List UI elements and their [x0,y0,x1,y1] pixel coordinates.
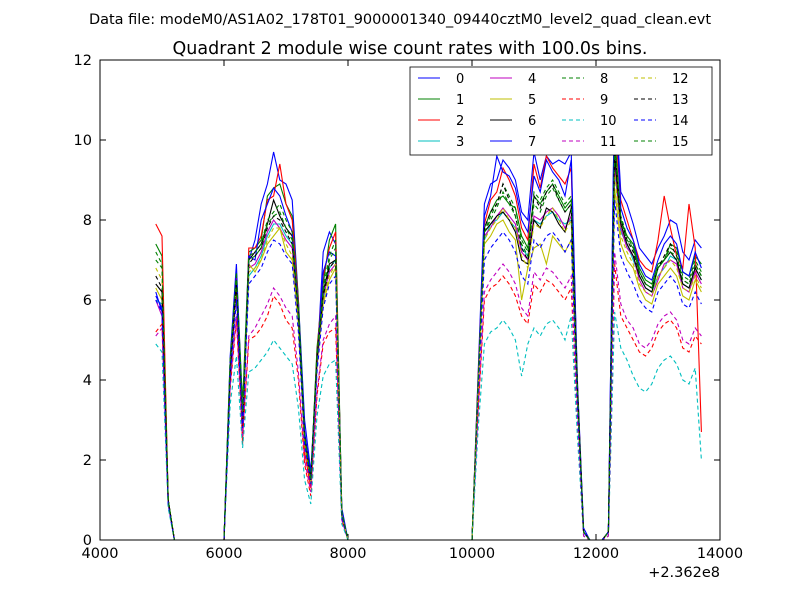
legend-label-8: 8 [600,72,608,87]
x-tick-label: 6000 [206,546,243,562]
y-tick-label: 12 [74,53,92,69]
legend-label-11: 11 [600,135,617,150]
legend-label-1: 1 [456,93,464,108]
chart-suptitle: Data file: modeM0/AS1A02_178T01_90000013… [89,12,711,28]
y-tick-label: 2 [83,453,92,469]
x-tick-label: 10000 [449,546,495,562]
x-axis-offset-label: +2.362e8 [648,565,720,581]
plot-frame [99,59,721,541]
y-tick-label: 8 [83,213,92,229]
legend-label-9: 9 [600,93,608,108]
y-tick-label: 0 [83,533,92,549]
series-line-15 [155,143,702,540]
x-tick-label: 8000 [330,546,367,562]
y-tick-label: 4 [83,373,92,389]
legend-label-14: 14 [672,114,689,129]
legend-label-13: 13 [672,93,689,108]
x-tick-label: 12000 [573,546,619,562]
chart-title: Quadrant 2 module wise count rates with … [173,39,648,59]
legend-label-7: 7 [528,135,536,150]
series-line-14 [155,199,702,540]
legend-label-10: 10 [600,114,617,129]
legend-label-4: 4 [528,72,536,87]
legend-label-5: 5 [528,93,536,108]
legend-label-15: 15 [672,135,689,150]
y-tick-label: 6 [83,293,92,309]
legend-label-6: 6 [528,114,536,129]
y-tick-label: 10 [74,133,92,149]
legend-label-2: 2 [456,114,464,129]
legend-label-3: 3 [456,135,464,150]
series-line-12 [155,171,702,540]
series-layer [155,83,702,540]
series-line-5 [155,187,702,540]
legend-box [409,66,713,156]
series-line-10 [155,311,702,540]
legend-label-0: 0 [456,72,464,87]
x-tick-label: 4000 [82,546,119,562]
series-line-3 [155,167,702,540]
x-tick-label: 14000 [697,546,743,562]
legend-label-12: 12 [672,72,689,87]
